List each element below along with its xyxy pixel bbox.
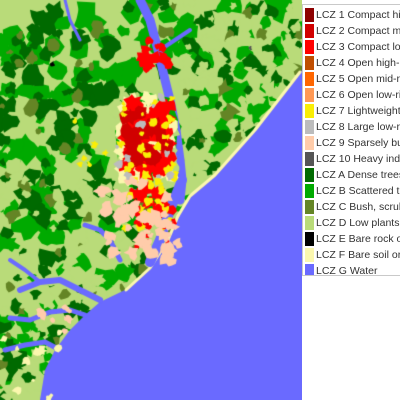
legend-label: LCZ E Bare rock or paved [316, 233, 400, 245]
legend-item: LCZ D Low plants [303, 215, 400, 231]
legend-label: LCZ F Bare soil or sand [316, 249, 400, 261]
legend-swatch [305, 152, 314, 166]
legend-item: LCZ 5 Open mid-rise [303, 71, 400, 87]
legend-swatch [305, 72, 314, 86]
legend-swatch [305, 184, 314, 198]
legend-swatch [305, 168, 314, 182]
legend-item: LCZ 4 Open high-rise [303, 55, 400, 71]
legend-swatch [305, 56, 314, 70]
legend-item: LCZ 7 Lightweight low-rise [303, 103, 400, 119]
legend-label: LCZ 4 Open high-rise [316, 57, 400, 69]
legend-swatch [305, 232, 314, 246]
legend-label: LCZ 7 Lightweight low-rise [316, 105, 400, 117]
legend-swatch [305, 8, 314, 22]
legend-label: LCZ 6 Open low-rise [316, 89, 400, 101]
legend-swatch [305, 248, 314, 262]
legend-label: LCZ 3 Compact low-rise [316, 41, 400, 53]
legend-swatch [305, 264, 314, 275]
legend-item: LCZ 9 Sparsely built [303, 135, 400, 151]
legend-item: LCZ 8 Large low-rise [303, 119, 400, 135]
legend-swatch [305, 104, 314, 118]
lcz-map[interactable] [0, 0, 302, 400]
legend-label: LCZ B Scattered trees [316, 185, 400, 197]
legend-label: LCZ D Low plants [316, 217, 400, 229]
legend-label: LCZ G Water [316, 265, 378, 276]
legend-item: LCZ 2 Compact mid-rise [303, 23, 400, 39]
legend-item: LCZ F Bare soil or sand [303, 247, 400, 263]
legend: LCZ 1 Compact high-rise LCZ 2 Compact mid… [302, 4, 400, 276]
legend-swatch [305, 136, 314, 150]
legend-item: LCZ 6 Open low-rise [303, 87, 400, 103]
legend-swatch [305, 216, 314, 230]
legend-item: LCZ C Bush, scrub [303, 199, 400, 215]
legend-item: LCZ 3 Compact low-rise [303, 39, 400, 55]
legend-label: LCZ 2 Compact mid-rise [316, 25, 400, 37]
legend-label: LCZ 9 Sparsely built [316, 137, 400, 149]
legend-swatch [305, 88, 314, 102]
legend-label: LCZ A Dense trees [316, 169, 400, 181]
legend-item: LCZ 1 Compact high-rise [303, 7, 400, 23]
legend-swatch [305, 24, 314, 38]
legend-label: LCZ 8 Large low-rise [316, 121, 400, 133]
legend-item: LCZ B Scattered trees [303, 183, 400, 199]
legend-label: LCZ 1 Compact high-rise [316, 9, 400, 21]
legend-swatch [305, 200, 314, 214]
legend-item: LCZ A Dense trees [303, 167, 400, 183]
legend-swatch [305, 120, 314, 134]
legend-item: LCZ G Water [303, 263, 400, 276]
legend-label: LCZ 10 Heavy industry [316, 153, 400, 165]
legend-label: LCZ 5 Open mid-rise [316, 73, 400, 85]
legend-label: LCZ C Bush, scrub [316, 201, 400, 213]
legend-item: LCZ 10 Heavy industry [303, 151, 400, 167]
legend-swatch [305, 40, 314, 54]
legend-item: LCZ E Bare rock or paved [303, 231, 400, 247]
